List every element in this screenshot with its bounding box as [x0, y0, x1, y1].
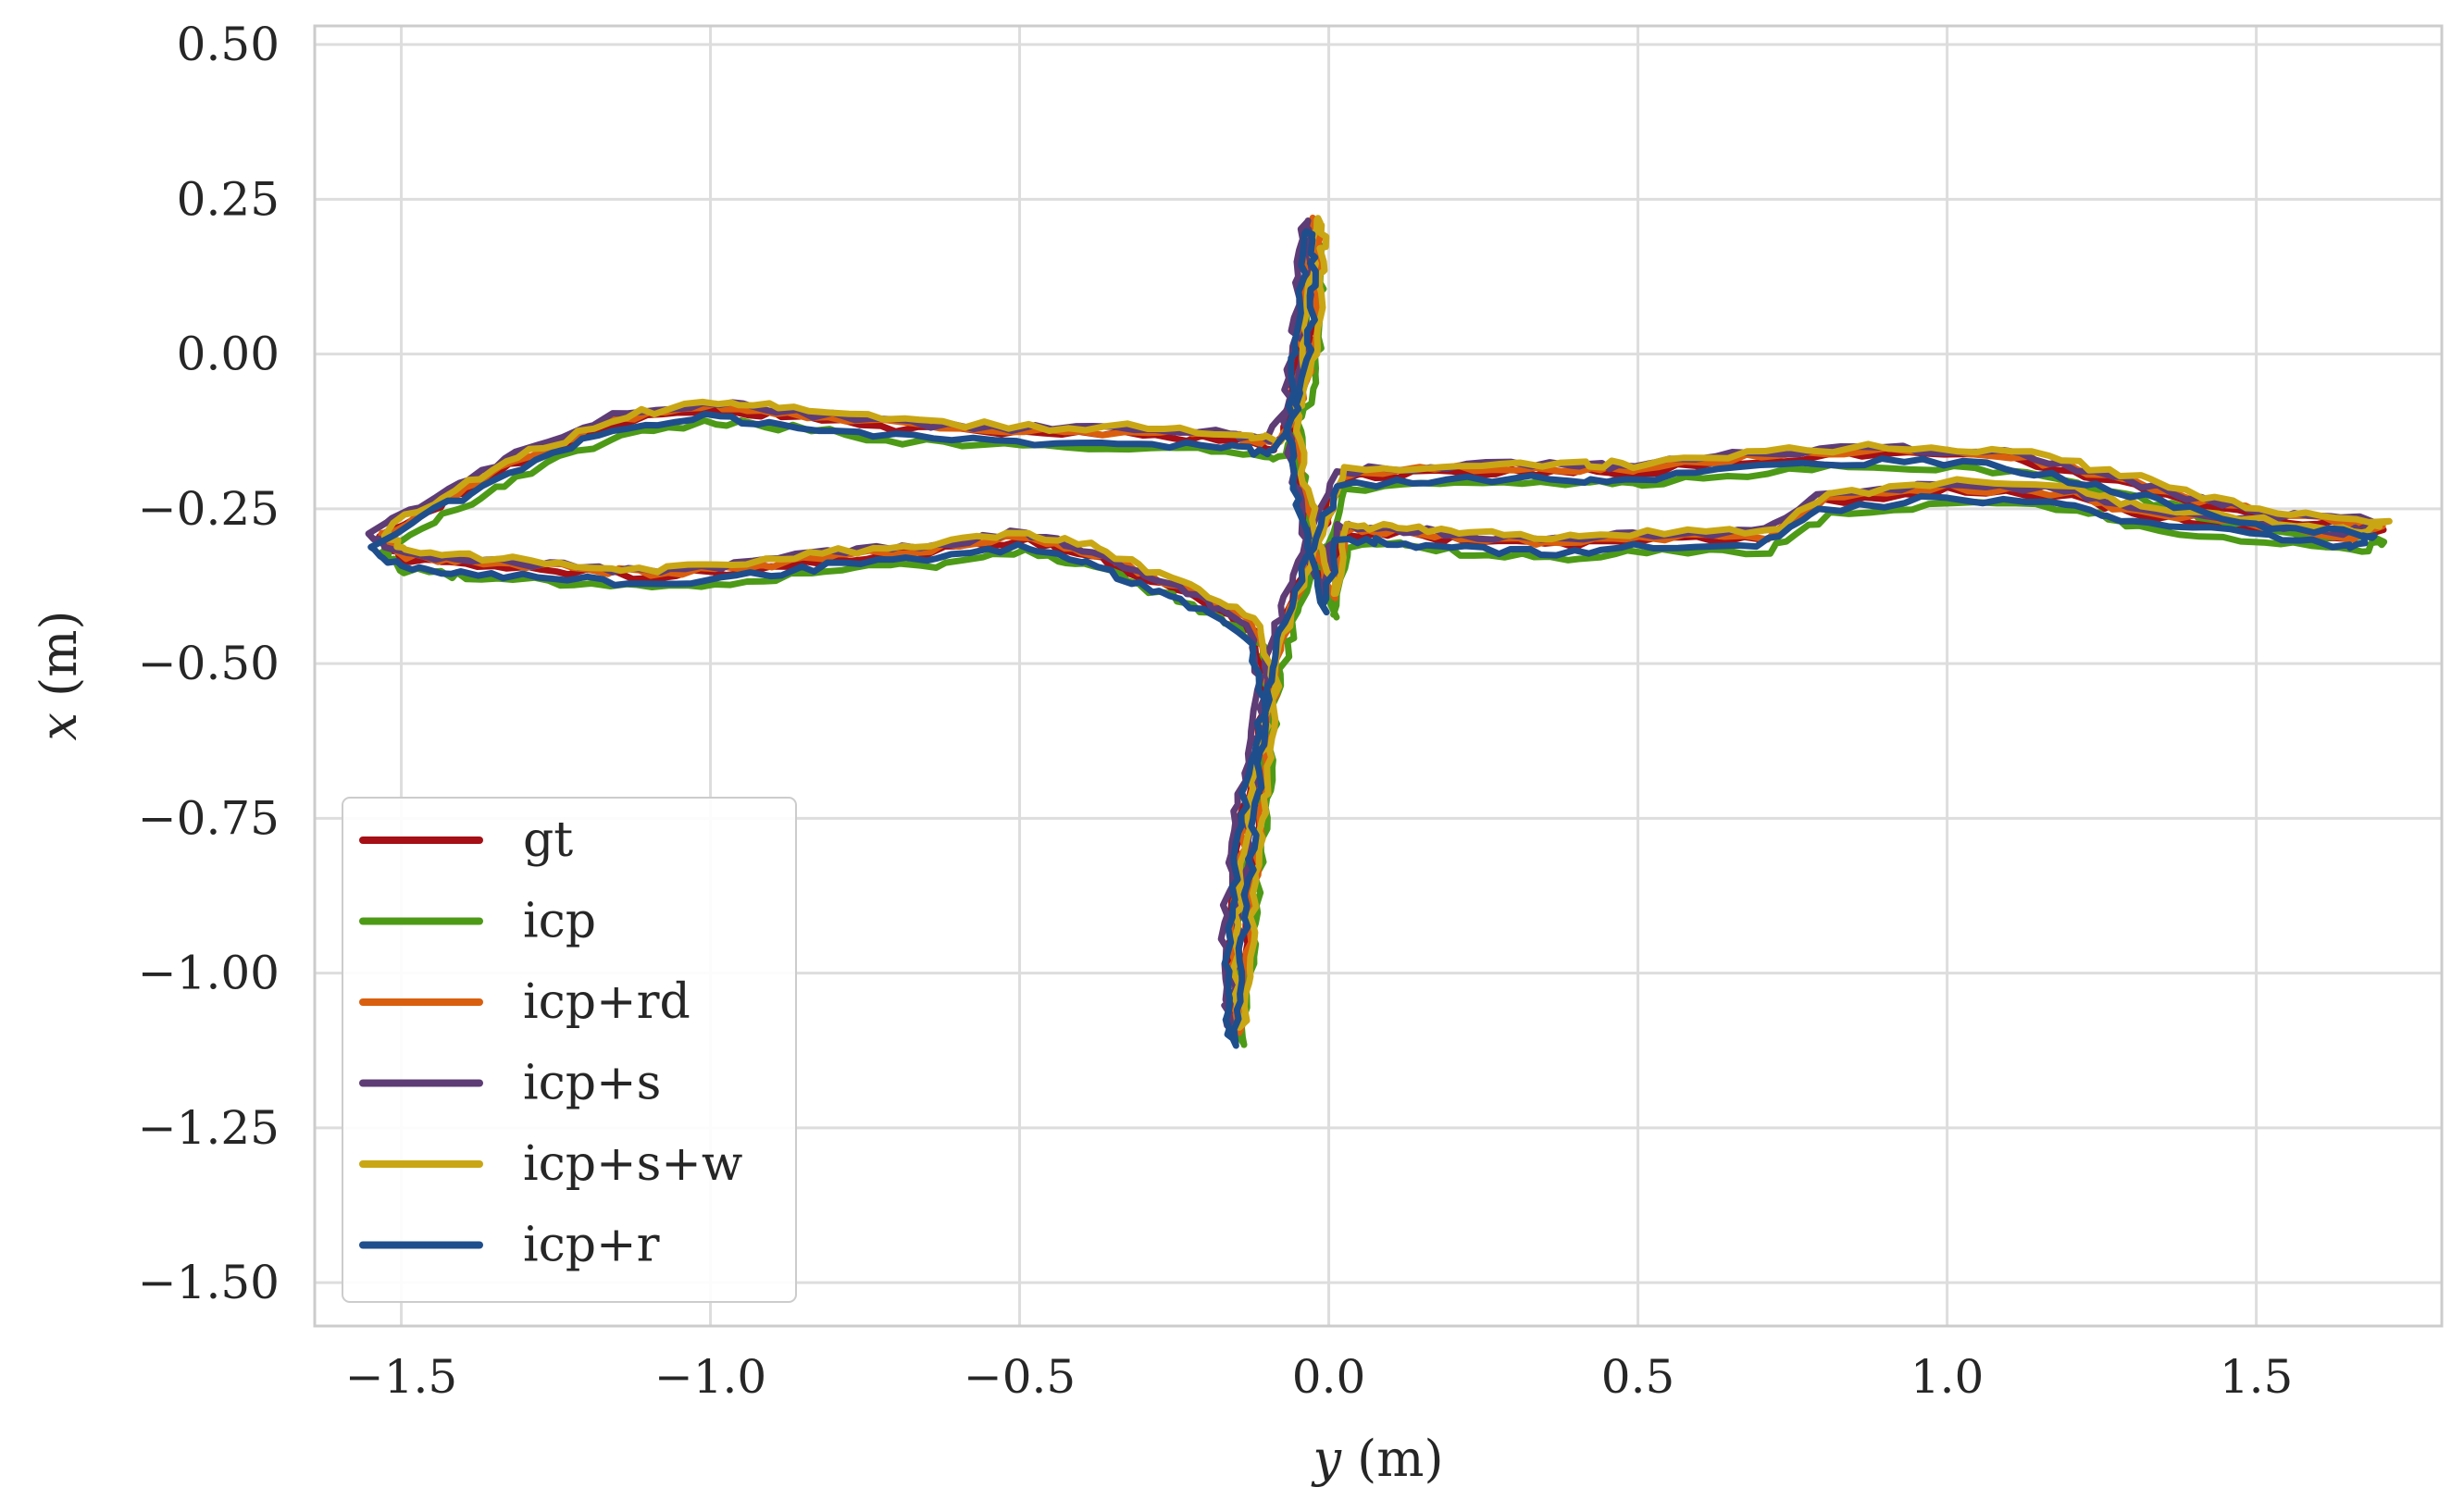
x-axis-label: y (m)	[1311, 1430, 1443, 1488]
y-tick-label: −0.75	[138, 791, 280, 845]
x-tick-label: −1.0	[654, 1350, 766, 1404]
y-tick-label: −1.25	[138, 1101, 280, 1155]
legend-label: icp	[523, 894, 596, 949]
x-tick-label: 0.0	[1292, 1350, 1366, 1404]
legend: gt icp icp+rd icp+s icp+s+w icp+r	[342, 797, 797, 1303]
x-tick-labels: −1.5 −1.0 −0.5 0.0 0.5 1.0 1.5	[345, 1350, 2294, 1404]
x-tick-label: −1.5	[345, 1350, 457, 1404]
x-tick-label: −0.5	[964, 1350, 1076, 1404]
x-tick-label: 1.5	[2220, 1350, 2294, 1404]
y-tick-label: 0.25	[177, 172, 280, 226]
y-tick-label: 0.50	[177, 18, 280, 71]
y-tick-label: 0.00	[177, 328, 280, 381]
x-axis-var: y	[1311, 1430, 1342, 1488]
x-axis-unit: (m)	[1341, 1430, 1444, 1488]
y-axis-label: x (m)	[30, 611, 88, 741]
legend-label: icp+r	[523, 1218, 660, 1273]
legend-label: icp+s	[523, 1056, 661, 1111]
y-tick-labels: 0.50 0.25 0.00 −0.25 −0.50 −0.75 −1.00 −1.25 −1.…	[138, 18, 280, 1309]
y-tick-label: −0.50	[138, 637, 280, 690]
legend-label: icp+s+w	[523, 1136, 742, 1192]
y-axis-var: x	[30, 713, 88, 740]
x-tick-label: 1.0	[1910, 1350, 1985, 1404]
legend-label: icp+rd	[523, 974, 691, 1030]
series-layer	[365, 214, 2393, 1049]
y-axis-unit: (m)	[30, 611, 88, 713]
y-tick-label: −1.00	[138, 947, 280, 1000]
y-tick-label: −1.50	[138, 1256, 280, 1309]
x-tick-label: 0.5	[1601, 1350, 1675, 1404]
series-line-icp-r	[367, 228, 2378, 1049]
plot-frame	[313, 24, 2444, 1328]
y-tick-label: −0.25	[138, 482, 280, 536]
legend-label: gt	[523, 812, 573, 868]
